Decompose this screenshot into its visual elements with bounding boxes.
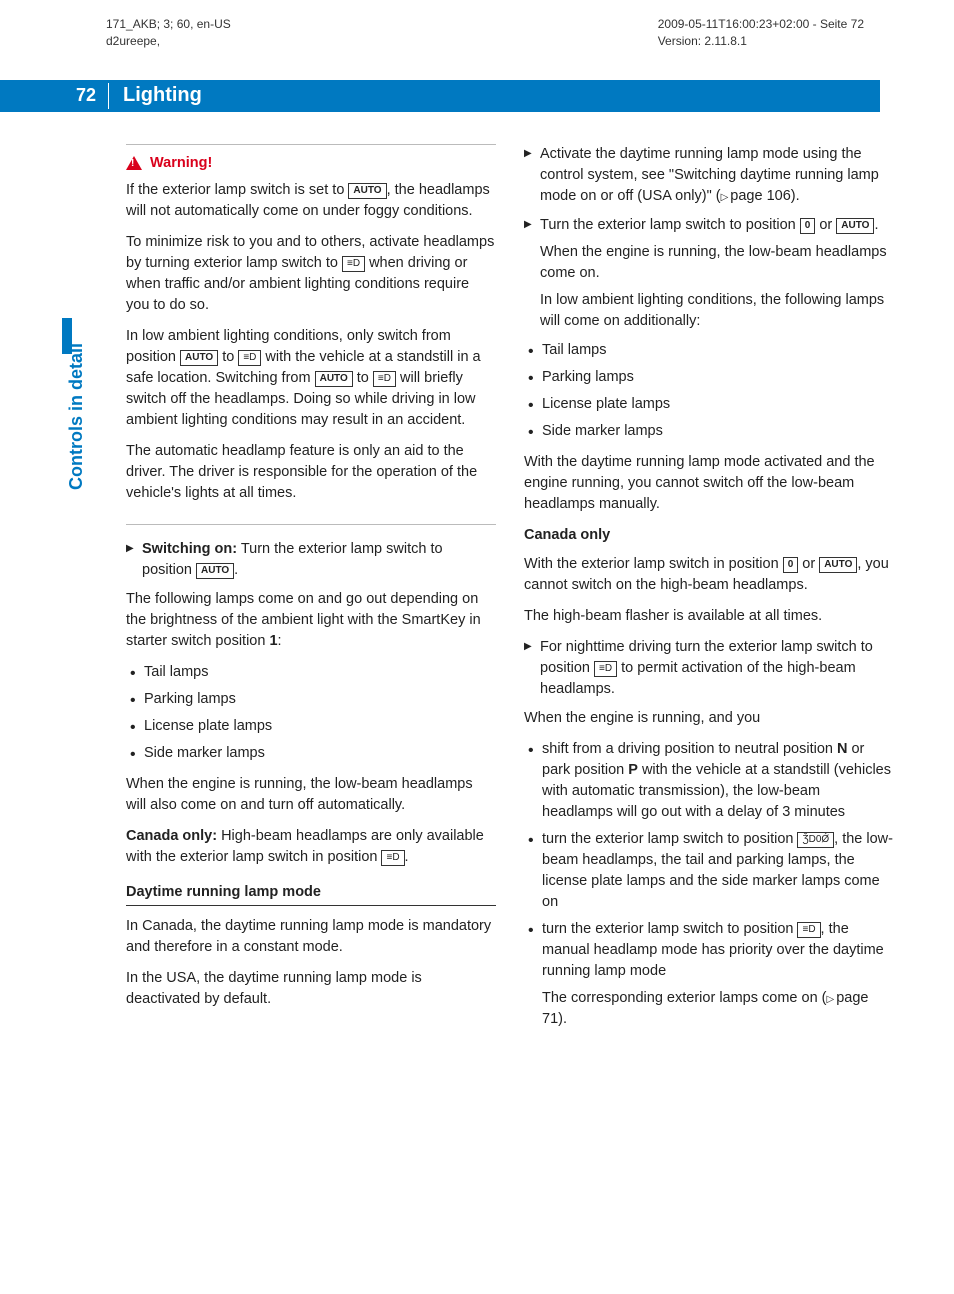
title-divider (108, 83, 109, 109)
list-item: Parking lamps (126, 689, 496, 710)
parking-symbol: ǮD0Ǿ (797, 832, 834, 848)
engine-running-and-you: When the engine is running, and you (524, 708, 894, 729)
content-columns: Warning! If the exterior lamp switch is … (0, 112, 954, 1041)
lowbeam-symbol: ≡D (381, 850, 404, 866)
list-item: License plate lamps (524, 394, 894, 415)
meta-right-line2: Version: 2.11.8.1 (658, 33, 864, 50)
warning-p2: To minimize risk to you and to others, a… (126, 232, 496, 316)
zero-symbol: 0 (800, 218, 816, 234)
side-tab-label: Controls in detail (66, 343, 87, 490)
engine-running-note: When the engine is running, the low-beam… (126, 774, 496, 816)
list-item: Side marker lamps (126, 743, 496, 764)
meta-left: 171_AKB; 3; 60, en-US d2ureepe, (106, 16, 231, 50)
step-night-driving: For nighttime driving turn the exterior … (540, 637, 894, 700)
left-column: Warning! If the exterior lamp switch is … (126, 144, 496, 1041)
list-item: Parking lamps (524, 367, 894, 388)
step-note-1: When the engine is running, the low-beam… (540, 242, 894, 284)
subhead-canada-only: Canada only (524, 525, 894, 546)
meta-left-line1: 171_AKB; 3; 60, en-US (106, 16, 231, 33)
list-item: License plate lamps (126, 716, 496, 737)
conditions-list: shift from a driving position to neutral… (524, 739, 894, 1030)
meta-left-line2: d2ureepe, (106, 33, 231, 50)
canada-only-note: Canada only: High-beam headlamps are onl… (126, 826, 496, 868)
following-lamps-intro: The following lamps come on and go out d… (126, 589, 496, 652)
warning-p1: If the exterior lamp switch is set to AU… (126, 180, 496, 222)
zero-symbol: 0 (783, 557, 799, 573)
step-note-2: In low ambient lighting conditions, the … (540, 290, 894, 332)
warning-p3: In low ambient lighting conditions, only… (126, 326, 496, 431)
highbeam-flasher-note: The high-beam flasher is available at al… (524, 606, 894, 627)
daytime-canada: In Canada, the daytime running lamp mode… (126, 916, 496, 958)
lowbeam-symbol: ≡D (373, 371, 396, 387)
right-column: Activate the daytime running lamp mode u… (524, 144, 894, 1041)
step-switching-on: Switching on: Turn the exterior lamp swi… (142, 539, 496, 581)
list-item: turn the exterior lamp switch to positio… (524, 829, 894, 913)
switching-on-label: Switching on: (142, 541, 237, 557)
auto-symbol: AUTO (348, 183, 386, 199)
page-ref-106: page 106 (721, 188, 791, 204)
subhead-daytime: Daytime running lamp mode (126, 882, 496, 906)
lowbeam-symbol: ≡D (594, 661, 617, 677)
meta-right-line1: 2009-05-11T16:00:23+02:00 - Seite 72 (658, 16, 864, 33)
list-item: Tail lamps (126, 662, 496, 683)
auto-symbol: AUTO (180, 350, 218, 366)
daytime-activated-note: With the daytime running lamp mode activ… (524, 452, 894, 515)
auto-symbol: AUTO (836, 218, 874, 234)
lamp-list-left: Tail lamps Parking lamps License plate l… (126, 662, 496, 764)
lowbeam-symbol: ≡D (797, 922, 820, 938)
auto-symbol: AUTO (196, 563, 234, 579)
warning-heading: Warning! (126, 153, 496, 174)
corresponding-lamps-note: The corresponding exterior lamps come on… (542, 988, 894, 1030)
meta-right: 2009-05-11T16:00:23+02:00 - Seite 72 Ver… (658, 16, 864, 50)
lowbeam-symbol: ≡D (238, 350, 261, 366)
print-meta-header: 171_AKB; 3; 60, en-US d2ureepe, 2009-05-… (0, 0, 954, 50)
canada-highbeam-note: With the exterior lamp switch in positio… (524, 554, 894, 596)
warning-title: Warning! (150, 153, 212, 174)
list-item: Side marker lamps (524, 421, 894, 442)
auto-symbol: AUTO (819, 557, 857, 573)
lowbeam-symbol: ≡D (342, 256, 365, 272)
lamp-list-right: Tail lamps Parking lamps License plate l… (524, 340, 894, 442)
list-item: Tail lamps (524, 340, 894, 361)
step-activate-daytime: Activate the daytime running lamp mode u… (540, 144, 894, 207)
step-turn-switch: Turn the exterior lamp switch to positio… (540, 215, 894, 332)
warning-box: Warning! If the exterior lamp switch is … (126, 144, 496, 525)
auto-symbol: AUTO (315, 371, 353, 387)
chapter-title-bar: 72 Lighting (0, 80, 954, 112)
list-item: shift from a driving position to neutral… (524, 739, 894, 823)
chapter-title: Lighting (123, 84, 202, 107)
list-item: turn the exterior lamp switch to positio… (524, 919, 894, 1030)
daytime-usa: In the USA, the daytime running lamp mod… (126, 968, 496, 1010)
page-number: 72 (0, 85, 108, 106)
warning-triangle-icon (126, 156, 142, 170)
warning-p4: The automatic headlamp feature is only a… (126, 441, 496, 504)
